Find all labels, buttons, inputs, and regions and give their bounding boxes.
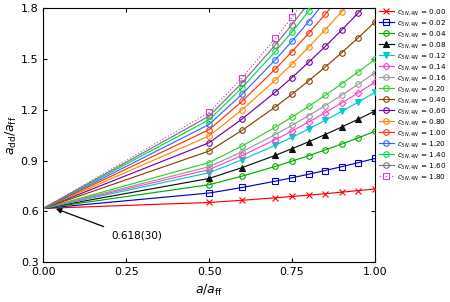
Y-axis label: $a_{\mathrm{dd}} / a_{\mathrm{ff}}$: $a_{\mathrm{dd}} / a_{\mathrm{ff}}$ <box>4 116 19 155</box>
X-axis label: $a / a_{\mathrm{ff}}$: $a / a_{\mathrm{ff}}$ <box>195 283 223 298</box>
Legend: $c_{3N,4N}$ = 0.00, $c_{3N,4N}$ = 0.02, $c_{3N,4N}$ = 0.04, $c_{3N,4N}$ = 0.08, : $c_{3N,4N}$ = 0.00, $c_{3N,4N}$ = 0.02, … <box>378 7 446 182</box>
Text: 0.618(30): 0.618(30) <box>111 231 162 241</box>
